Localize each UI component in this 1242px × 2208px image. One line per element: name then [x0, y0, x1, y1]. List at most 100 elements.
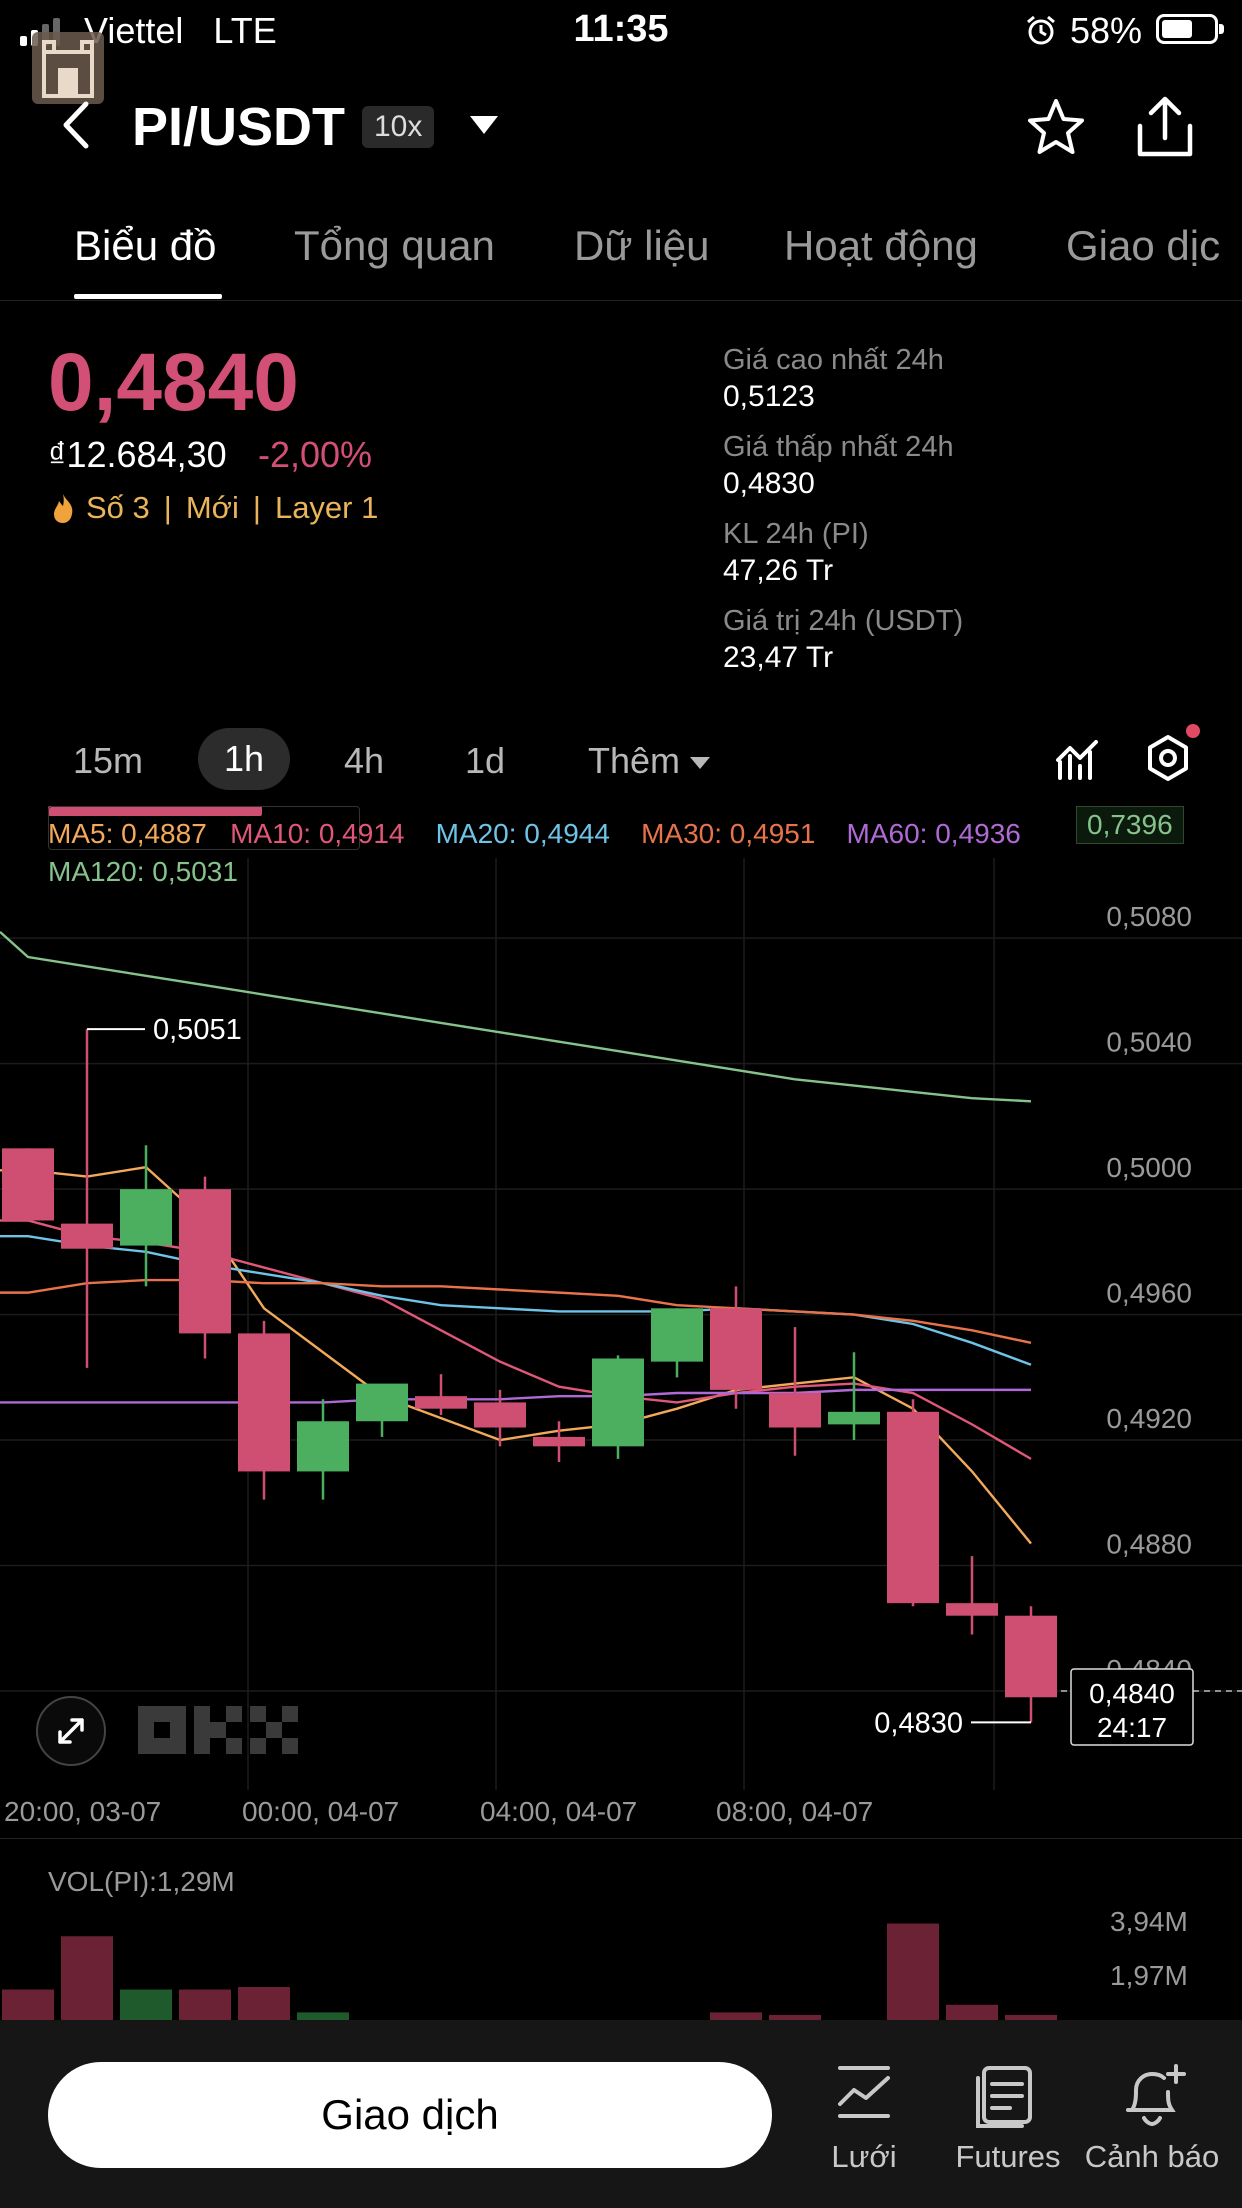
ma5-value: MA5: 0,4887	[48, 818, 207, 849]
notification-dot	[1186, 724, 1200, 738]
stat-low-label: Giá thấp nhất 24h	[723, 431, 954, 463]
ma20-line	[0, 1234, 1032, 1366]
tab-overview[interactable]: Tổng quan	[294, 222, 495, 269]
tag-layer[interactable]: Layer 1	[274, 490, 379, 525]
share-icon[interactable]	[1134, 94, 1196, 160]
candle	[61, 1029, 113, 1368]
leverage-badge: 10x	[362, 106, 435, 148]
y-tick-label: 0,4880	[1106, 1529, 1192, 1560]
bell-plus-icon	[1126, 2064, 1186, 2127]
ma10-value: MA10: 0,4914	[230, 818, 405, 849]
volume-bar	[238, 1987, 290, 2020]
token-tags: Số 3 | Mới | Layer 1	[50, 490, 378, 526]
interval-more[interactable]: Thêm	[588, 740, 711, 782]
volume-bar	[1005, 2014, 1057, 2020]
back-chevron-icon[interactable]	[58, 100, 94, 150]
chart-settings-icon[interactable]	[1144, 734, 1192, 782]
tab-chart[interactable]: Biểu đồ	[74, 222, 217, 269]
candle	[887, 1399, 939, 1607]
nav-grid-label: Lưới	[831, 2139, 897, 2174]
clock: 11:35	[573, 8, 669, 50]
candle	[533, 1421, 585, 1463]
volume-chart	[2, 1923, 1057, 2020]
trade-button[interactable]: Giao dịch	[48, 2062, 772, 2168]
stat-turnover-label: Giá trị 24h (USDT)	[723, 605, 964, 637]
stat-volume-label: KL 24h (PI)	[723, 518, 869, 550]
indicator-icon[interactable]	[1054, 736, 1102, 784]
candle	[120, 1145, 172, 1287]
candle	[828, 1352, 880, 1441]
candle	[2, 1148, 54, 1221]
fiat-price: ₫12.684,30	[48, 434, 227, 475]
ma-bar	[48, 806, 262, 816]
candle	[415, 1374, 467, 1415]
pair-title[interactable]: PI/USDT	[132, 97, 346, 157]
caret-down-icon	[690, 757, 711, 770]
pair-dropdown-icon[interactable]	[468, 114, 500, 136]
nav-alerts[interactable]: Cảnh báo	[1072, 2064, 1232, 2184]
ma60-line	[0, 1388, 1031, 1404]
candle	[710, 1286, 762, 1409]
ma-right-badge-text: 0,7396	[1087, 809, 1173, 840]
y-tick-label: 0,5080	[1106, 901, 1192, 932]
tag-rank[interactable]: Số 3	[86, 490, 150, 525]
ma-right-badge: 0,7396	[1076, 806, 1184, 844]
last-price-tag: 0,4840	[1089, 1678, 1175, 1709]
tag-new[interactable]: Mới	[185, 490, 239, 525]
interval-1d[interactable]: 1d	[465, 740, 506, 781]
candlestick-chart[interactable]: 0,5080 0,5040 0,5000 0,4960 0,4920 0,4880 0,48…	[0, 806, 1242, 1806]
stat-low-value: 0,4830	[723, 467, 815, 500]
ma60-value: MA60: 0,4936	[846, 818, 1021, 849]
last-price: 0,4840	[48, 337, 299, 428]
ma-legend: MA5: 0,4887 MA10: 0,4914 MA20: 0,4944 MA…	[0, 806, 1242, 887]
axis-divider	[0, 1838, 1242, 1839]
castle-overlay-icon	[32, 32, 104, 104]
stat-high-value: 0,5123	[723, 380, 815, 413]
volume-label: VOL(PI):1,29M	[48, 1866, 235, 1897]
ma-bar-outline	[48, 806, 360, 850]
nav-futures[interactable]: Futures	[928, 2064, 1088, 2184]
high-marker-label: 0,5051	[153, 1014, 242, 1046]
volume-bar	[179, 1989, 231, 2020]
volume-bar	[61, 1936, 113, 2020]
expand-button[interactable]	[36, 1696, 106, 1766]
y-tick-label: 0,5040	[1106, 1027, 1192, 1058]
favorite-star-icon[interactable]	[1024, 96, 1088, 160]
status-bar: Viettel LTE 11:35 58%	[0, 0, 1242, 62]
candle	[179, 1176, 231, 1359]
low-marker-label: 0,4830	[874, 1707, 963, 1739]
volume-bar	[887, 1923, 939, 2020]
tab-activity[interactable]: Hoạt động	[784, 222, 978, 269]
ma120-value: MA120: 0,5031	[48, 856, 238, 887]
tab-data[interactable]: Dữ liệu	[574, 222, 710, 269]
active-tab-indicator	[74, 294, 222, 299]
alarm-icon	[1027, 15, 1055, 45]
ma30-line	[0, 1278, 1032, 1344]
candle	[356, 1383, 408, 1437]
ma20-value: MA20: 0,4944	[435, 818, 610, 849]
volume-bar	[120, 1989, 172, 2020]
volume-bar	[946, 2004, 998, 2020]
section-tabs: Biểu đồ Tổng quan Dữ liệu Hoạt động Giao…	[0, 214, 1242, 301]
volume-tick-mid: 1,97M	[1110, 1960, 1188, 1991]
stat-high-label: Giá cao nhất 24h	[723, 344, 944, 376]
interval-15m[interactable]: 15m	[73, 740, 144, 781]
fire-icon	[54, 494, 73, 523]
x-label-0: 20:00, 03-07	[4, 1796, 162, 1827]
last-price-box	[1070, 1668, 1194, 1746]
candle	[592, 1355, 644, 1459]
y-tick-label: 0,4920	[1106, 1403, 1192, 1434]
tab-trade[interactable]: Giao dịc	[1066, 222, 1221, 269]
stat-turnover-value: 23,47 Tr	[723, 641, 834, 674]
interval-1h[interactable]: 1h	[198, 728, 291, 790]
nav-grid[interactable]: Lưới	[784, 2064, 944, 2184]
volume-tick-high: 3,94M	[1110, 1906, 1188, 1937]
nav-futures-label: Futures	[955, 2139, 1061, 2174]
price-change: -2,00%	[258, 434, 373, 475]
candle	[769, 1327, 821, 1456]
interval-4h[interactable]: 4h	[344, 740, 385, 781]
volume-bar	[769, 2014, 821, 2020]
expand-icon	[58, 1718, 84, 1744]
volume-bar	[710, 2012, 762, 2020]
candle-countdown: 24:17	[1097, 1712, 1167, 1743]
